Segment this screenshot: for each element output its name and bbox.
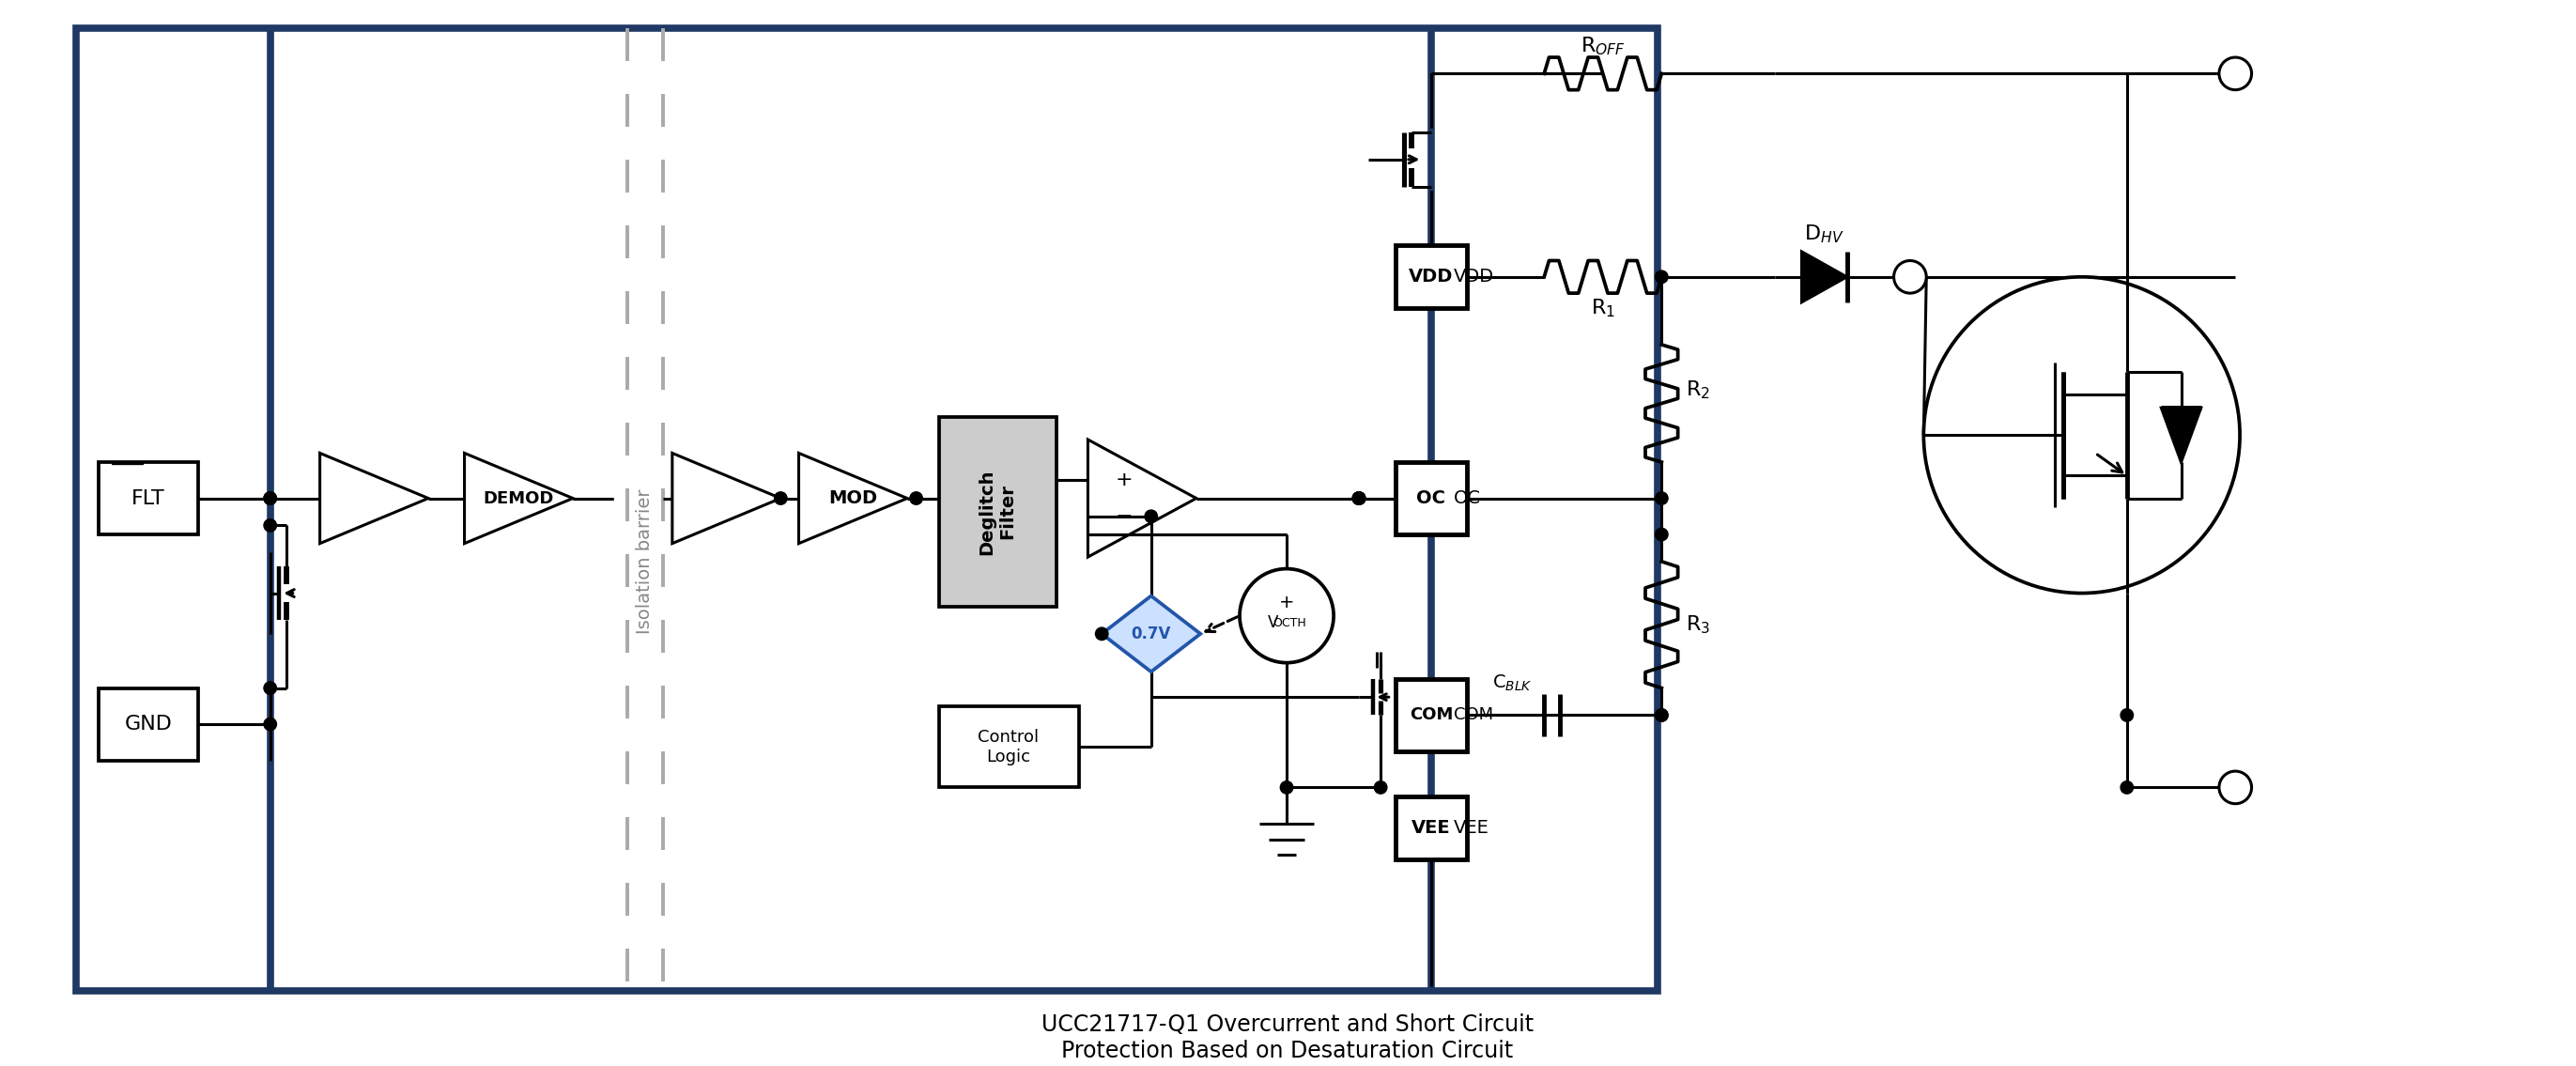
Circle shape — [1144, 510, 1157, 522]
Bar — [75, 29, 1656, 990]
Text: D$_{HV}$: D$_{HV}$ — [1803, 224, 1844, 245]
Text: FLT: FLT — [131, 489, 165, 507]
Circle shape — [1656, 492, 1667, 504]
Text: DEMOD: DEMOD — [484, 490, 554, 506]
Polygon shape — [1801, 252, 1847, 302]
Text: VDD: VDD — [1409, 268, 1453, 286]
Circle shape — [1656, 709, 1667, 722]
Circle shape — [2218, 771, 2251, 804]
Text: −: − — [1115, 507, 1133, 526]
Circle shape — [1239, 569, 1334, 663]
Text: +: + — [1115, 471, 1133, 489]
Bar — [938, 706, 1079, 788]
Polygon shape — [1087, 439, 1195, 558]
Bar — [1396, 679, 1468, 752]
Text: COM: COM — [1409, 707, 1453, 724]
Text: MOD: MOD — [829, 489, 878, 507]
Text: UCC21717-Q1 Overcurrent and Short Circuit
Protection Based on Desaturation Circu: UCC21717-Q1 Overcurrent and Short Circui… — [1041, 1014, 1533, 1062]
Text: R$_3$: R$_3$ — [1685, 614, 1710, 636]
Text: GND: GND — [124, 715, 173, 733]
Bar — [98, 463, 198, 534]
Text: OC: OC — [1417, 489, 1445, 507]
Text: R$_1$: R$_1$ — [1589, 297, 1615, 320]
Polygon shape — [799, 453, 907, 544]
Circle shape — [263, 682, 276, 694]
Circle shape — [263, 717, 276, 730]
Text: Deglitch
Filter: Deglitch Filter — [979, 469, 1018, 554]
Text: R$_{OFF}$: R$_{OFF}$ — [1579, 35, 1625, 58]
Circle shape — [2120, 709, 2133, 722]
Circle shape — [775, 492, 788, 504]
Text: VEE: VEE — [1453, 819, 1489, 837]
Text: OCTH: OCTH — [1273, 617, 1306, 629]
Text: VEE: VEE — [1412, 819, 1450, 837]
Circle shape — [1656, 271, 1667, 284]
Circle shape — [1352, 492, 1365, 504]
Circle shape — [1352, 492, 1365, 504]
Circle shape — [1280, 781, 1293, 794]
Circle shape — [2120, 781, 2133, 794]
Text: VDD: VDD — [1453, 268, 1494, 286]
Text: COM: COM — [1453, 707, 1494, 724]
Text: OC: OC — [1453, 489, 1481, 507]
Text: R$_2$: R$_2$ — [1685, 378, 1710, 401]
Polygon shape — [319, 453, 428, 544]
Text: C$_{BLK}$: C$_{BLK}$ — [1492, 674, 1533, 694]
Polygon shape — [1103, 596, 1200, 672]
Circle shape — [2218, 58, 2251, 90]
Text: Isolation barrier: Isolation barrier — [636, 489, 654, 634]
Bar — [938, 417, 1056, 607]
Text: +: + — [1278, 594, 1293, 611]
Circle shape — [1924, 277, 2241, 593]
Bar — [1396, 796, 1468, 859]
Circle shape — [1893, 261, 1927, 293]
Bar — [1396, 463, 1468, 534]
Circle shape — [1095, 628, 1108, 641]
Text: V: V — [1267, 614, 1278, 631]
Circle shape — [1352, 492, 1365, 504]
Text: 0.7V: 0.7V — [1131, 626, 1172, 643]
Circle shape — [1352, 492, 1365, 504]
Polygon shape — [672, 453, 781, 544]
Polygon shape — [464, 453, 572, 544]
Bar — [1396, 245, 1468, 308]
Circle shape — [263, 492, 276, 504]
Polygon shape — [2161, 408, 2200, 463]
Bar — [98, 688, 198, 760]
Text: Control
Logic: Control Logic — [979, 728, 1038, 765]
Circle shape — [263, 519, 276, 532]
Circle shape — [909, 492, 922, 504]
Circle shape — [1656, 528, 1667, 540]
Circle shape — [1373, 781, 1386, 794]
Circle shape — [263, 492, 276, 504]
Circle shape — [1656, 709, 1667, 722]
